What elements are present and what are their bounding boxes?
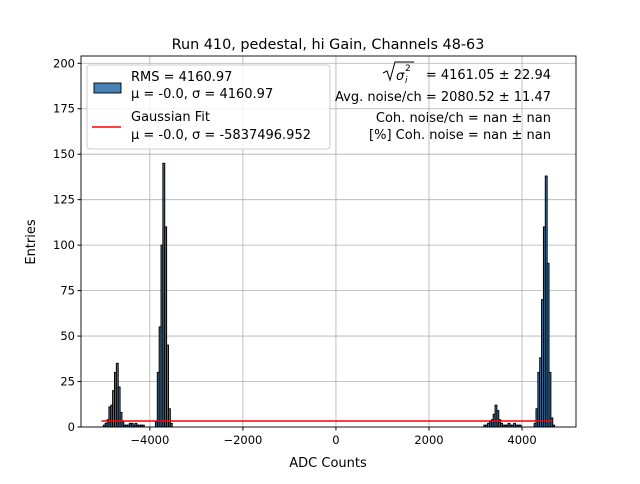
sigma-subscript: i: [405, 76, 408, 86]
plot-frame: [80, 55, 577, 428]
sigma-symbol: σ: [396, 69, 405, 84]
y-tick-label: 75: [60, 284, 75, 298]
annotation-sqrt-sigma: = 4161.05 ± 22.94: [426, 68, 551, 83]
y-tick-label: 200: [53, 56, 75, 70]
annotation-coh-noise: Coh. noise/ch = nan ± nan: [376, 111, 551, 126]
y-tick-label: 100: [53, 238, 75, 252]
x-axis-label: ADC Counts: [289, 456, 367, 471]
sigma-superscript: 2: [405, 64, 411, 74]
sqrt-sign: [382, 61, 414, 82]
y-tick-label: 175: [53, 102, 75, 116]
histogram-bar: [169, 422, 173, 428]
annotation-coh-noise-pct: [%] Coh. noise = nan ± nan: [369, 128, 551, 143]
x-tick-label: −2000: [223, 433, 262, 447]
legend-swatch-histogram: [93, 82, 122, 94]
annotations: σ i 2 = 4161.05 ± 22.94 Avg. noise/ch = …: [335, 61, 551, 143]
legend-sublabel-fit: μ = -0.0, σ = -5837496.952: [131, 128, 311, 143]
y-axis-label: Entries: [24, 219, 39, 265]
chart-title: Run 410, pedestal, hi Gain, Channels 48-…: [172, 37, 485, 53]
x-tick-label: 4000: [507, 433, 536, 447]
x-tick-label: 2000: [414, 433, 443, 447]
legend-label-fit: Gaussian Fit: [131, 110, 210, 125]
x-tick-label: 0: [332, 433, 339, 447]
legend: RMS = 4160.97 μ = -0.0, σ = 4160.97 Gaus…: [86, 64, 331, 150]
annotation-avg-noise: Avg. noise/ch = 2080.52 ± 11.47: [335, 90, 551, 105]
legend-label-rms: RMS = 4160.97: [131, 70, 232, 85]
y-tick-label: 125: [53, 193, 75, 207]
x-tick-label: −4000: [130, 433, 169, 447]
y-tick-label: 25: [60, 375, 75, 389]
legend-sublabel-rms: μ = -0.0, σ = 4160.97: [131, 87, 273, 102]
y-tick-label: 0: [68, 420, 75, 434]
y-tick-label: 50: [60, 329, 75, 343]
axis-ticks: −4000 −2000 0 2000 4000 0 25 50 75 100 125 150 175 20…: [53, 56, 537, 447]
y-tick-label: 150: [53, 147, 75, 161]
